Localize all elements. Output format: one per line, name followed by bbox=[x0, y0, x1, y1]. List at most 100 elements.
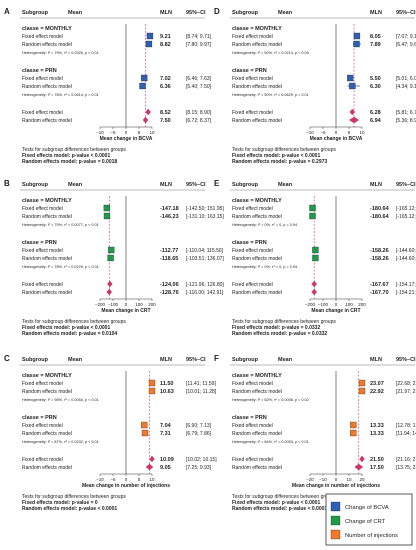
row-mln: -112.77 bbox=[160, 248, 178, 254]
row-mln: 6.30 bbox=[370, 84, 381, 90]
overall-mln: 10.09 bbox=[160, 457, 174, 463]
x-tick-label: 5 bbox=[138, 130, 141, 135]
row-mln: 7.31 bbox=[160, 431, 171, 437]
header-mln: MLN bbox=[370, 357, 382, 363]
row-mln: 11.50 bbox=[160, 381, 173, 387]
heterogeneity-text: Heterogeneity: I² = 79%, τ² = 0.0326, p … bbox=[22, 51, 99, 55]
x-tick-label: −10 bbox=[96, 477, 104, 482]
x-axis-title: Mean change in BCVA bbox=[310, 136, 363, 142]
overall-mln: 9.05 bbox=[160, 465, 171, 471]
overall-diamond bbox=[354, 463, 364, 471]
legend-box bbox=[325, 493, 413, 546]
legend-label: Change of CRT bbox=[345, 519, 386, 525]
header-subgroup: Subgroup bbox=[232, 182, 259, 188]
header-subgroup: Subgroup bbox=[232, 357, 259, 363]
row-ci: [-144.60; 172.96] bbox=[396, 248, 416, 254]
row-label: Fixed effect model bbox=[232, 206, 273, 212]
row-label: Fixed effect model bbox=[232, 423, 273, 429]
panel-label: C bbox=[4, 354, 10, 363]
header-mln: MLN bbox=[160, 182, 172, 188]
header-mln: MLN bbox=[160, 357, 172, 363]
row-mln: 8.82 bbox=[160, 42, 171, 48]
overall-diamond bbox=[311, 280, 317, 288]
subgroup-label: classe = MONTHLY bbox=[232, 198, 282, 204]
tests-text: Random effects model: p-value = 0.2973 bbox=[232, 159, 327, 165]
legend: Change of BCVA Change of CRT Number of inj… bbox=[325, 493, 413, 546]
effect-square bbox=[350, 429, 357, 437]
overall-ci: [8.15; 8.90] bbox=[186, 110, 212, 116]
tests-text: Random effects model: p-value = 0.0018 bbox=[22, 159, 117, 165]
overall-mln: -167.67 bbox=[370, 282, 389, 288]
x-tick-label: 5 bbox=[348, 130, 351, 135]
row-ci: [5.01; 6.05] bbox=[396, 76, 416, 82]
overall-ci: [-154.17; 180.02] bbox=[396, 282, 416, 288]
row-ci: [11.94; 14.89] bbox=[396, 431, 416, 437]
heterogeneity-text: Heterogeneity: I² = 84%, τ² = 0.0053, p … bbox=[232, 440, 309, 444]
row-ci: [11.41; 11.59] bbox=[186, 381, 216, 387]
overall-ci: [-154.21; 180.37] bbox=[396, 290, 416, 296]
x-tick-label: 10 bbox=[149, 130, 155, 135]
overall-ci: [10.02; 10.15] bbox=[186, 457, 217, 463]
heterogeneity-text: Heterogeneity: I² = 62%, τ² = 0.0006, p … bbox=[232, 398, 309, 402]
header-subgroup: Subgroup bbox=[232, 10, 259, 16]
effect-square bbox=[141, 74, 148, 82]
x-tick-label: −10 bbox=[96, 130, 104, 135]
effect-square bbox=[347, 74, 354, 82]
overall-label: Fixed effect model bbox=[22, 457, 63, 463]
row-ci: [-165.12; 209.39] bbox=[396, 214, 416, 220]
panel-label: F bbox=[214, 354, 219, 363]
header-mean: Mean bbox=[278, 10, 293, 16]
row-label: Fixed effect model bbox=[232, 248, 273, 254]
overall-mln: 6.94 bbox=[370, 118, 382, 124]
row-label: Fixed effect model bbox=[22, 423, 63, 429]
x-tick-label: 0 bbox=[125, 302, 128, 307]
effect-square bbox=[103, 212, 111, 220]
row-label: Fixed effect model bbox=[22, 206, 63, 212]
row-label: Fixed effect model bbox=[22, 248, 63, 254]
heterogeneity-text: Heterogeneity: I² = 76%, τ² = 0.0614, p … bbox=[22, 93, 99, 97]
overall-diamond bbox=[145, 463, 154, 471]
panel-label: B bbox=[4, 179, 10, 188]
subgroup-label: classe = PRN bbox=[232, 415, 267, 421]
overall-mln: 21.50 bbox=[370, 457, 384, 463]
tests-text: Random effects model: p-value = 0.0332 bbox=[232, 331, 327, 337]
tests-text: Random effects model: p-value = 0.0104 bbox=[22, 331, 117, 337]
row-ci: [5.40; 7.50] bbox=[186, 84, 212, 90]
row-mln: 10.63 bbox=[160, 389, 174, 395]
row-ci: [-144.60; 172.96] bbox=[396, 256, 416, 262]
overall-diamond bbox=[349, 116, 359, 124]
subgroup-label: classe = MONTHLY bbox=[232, 26, 282, 32]
heterogeneity-text: Heterogeneity: I² = 87%, τ² = 0.0232, p … bbox=[22, 440, 99, 444]
row-label: Random effects model bbox=[232, 42, 282, 48]
effect-square bbox=[353, 40, 360, 48]
x-tick-label: −100 bbox=[318, 302, 329, 307]
overall-mln: -124.06 bbox=[160, 282, 179, 288]
x-tick-label: 10 bbox=[149, 477, 155, 482]
forest-panel-c: C Subgroup Mean MLN 95%–CI classe = MONTHLY Fi… bbox=[4, 354, 217, 512]
tests-text: Fixed effects model: p-value < 0.0001 bbox=[232, 153, 320, 159]
row-mln: -158.26 bbox=[370, 248, 389, 254]
overall-diamond bbox=[107, 280, 113, 288]
x-tick-label: −10 bbox=[319, 477, 327, 482]
effect-square bbox=[309, 204, 316, 212]
tests-text: Tests for subgroup differences between g… bbox=[232, 319, 336, 325]
effect-square bbox=[145, 40, 153, 48]
tests-text: Fixed effects model: p-value < 0.0001 bbox=[232, 500, 320, 506]
row-ci: [6.47; 9.62] bbox=[396, 42, 416, 48]
panel-label: D bbox=[214, 7, 220, 16]
row-mln: 8.05 bbox=[370, 34, 381, 40]
legend-label: Change of BCVA bbox=[345, 505, 389, 511]
row-label: Random effects model bbox=[22, 431, 72, 437]
tests-text: Fixed effects model: p-value = 0.0332 bbox=[232, 325, 320, 331]
x-axis-title: Mean change in CRT bbox=[101, 308, 150, 314]
subgroup-label: classe = PRN bbox=[22, 68, 57, 74]
row-mln: 7.02 bbox=[160, 76, 171, 82]
row-mln: -147.18 bbox=[160, 206, 179, 212]
forest-panel-b: B Subgroup Mean MLN 95%–CI classe = MONTHLY Fi… bbox=[4, 179, 224, 337]
effect-square bbox=[146, 32, 154, 40]
row-ci: [7.07; 9.16] bbox=[396, 34, 416, 40]
subgroup-label: classe = PRN bbox=[232, 240, 267, 246]
overall-label: Random effects model bbox=[22, 290, 72, 296]
row-ci: [7.80; 9.97] bbox=[186, 42, 212, 48]
x-tick-label: −20 bbox=[306, 477, 314, 482]
